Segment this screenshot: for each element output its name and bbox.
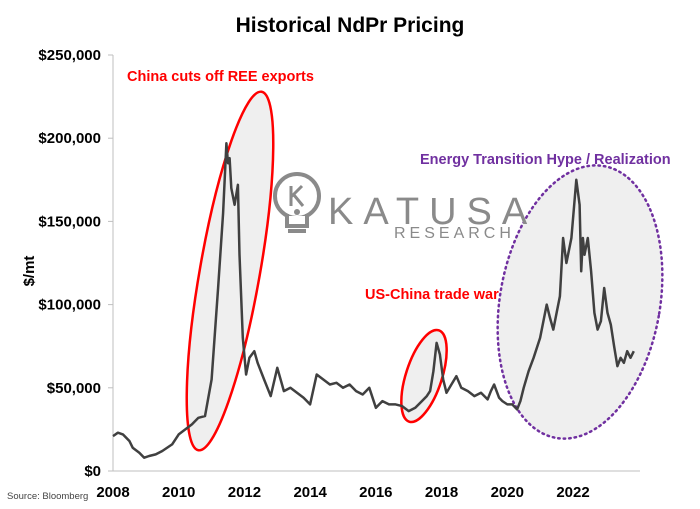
annotation-trade-war: US-China trade war	[365, 287, 499, 303]
x-tick-label: 2008	[96, 484, 129, 501]
x-tick-label: 2014	[293, 484, 327, 501]
x-tick-label: 2022	[556, 484, 589, 501]
series-line	[112, 141, 635, 459]
katusa-watermark: KATUSA RESEARCH	[273, 172, 537, 242]
y-tick-label: $150,000	[38, 213, 101, 230]
highlight-ellipse-2021	[496, 164, 664, 440]
y-tick-label: $250,000	[38, 47, 101, 64]
y-axis-label: $/mt	[21, 256, 38, 287]
x-tick-label: 2016	[359, 484, 392, 501]
y-tick-label: $0	[84, 463, 101, 480]
lightbulb-logo-icon	[273, 172, 321, 233]
x-tick-label: 2018	[425, 484, 458, 501]
watermark-sub: RESEARCH	[394, 225, 515, 242]
x-tick-label: 2010	[162, 484, 195, 501]
x-tick-label: 2012	[228, 484, 261, 501]
y-tick-label: $100,000	[38, 297, 101, 314]
y-tick-label: $50,000	[47, 380, 101, 397]
x-tick-label: 2020	[491, 484, 524, 501]
chart-title: Historical NdPr Pricing	[236, 14, 465, 37]
annotation-energy-transition: Energy Transition Hype / Realization	[420, 152, 671, 168]
watermark-brand: KATUSA	[328, 191, 537, 233]
highlight-ellipse-2011	[185, 90, 275, 452]
source-note: Source: Bloomberg	[7, 491, 88, 502]
highlight-ellipse-2017	[400, 328, 448, 424]
annotation-china-export-ban: China cuts off REE exports	[127, 69, 314, 85]
y-tick-label: $200,000	[38, 130, 101, 147]
